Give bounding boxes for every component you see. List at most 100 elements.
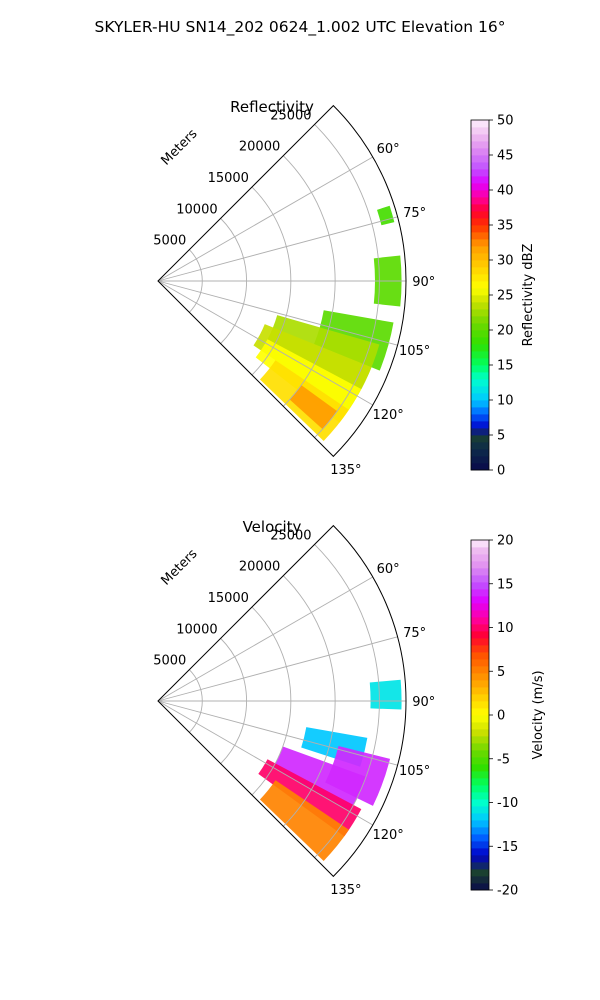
azimuth-tick-label: 120°: [372, 408, 403, 423]
colorbar-segment: [471, 309, 489, 317]
velocity-colorbar: -20 -15 -10 -5 0 5 10 15 20: [470, 534, 518, 899]
colorbar-segment: [471, 841, 489, 849]
colorbar-segment: [471, 456, 489, 464]
colorbar-segment: [471, 148, 489, 156]
sector-outline: [157, 104, 407, 458]
range-tick-label: 10000: [176, 622, 217, 637]
colorbar-segment: [471, 750, 489, 758]
azimuth-tick-label: 75°: [403, 206, 426, 221]
colorbar-segment: [471, 687, 489, 695]
colorbar-tick-label: 0: [497, 464, 505, 479]
azimuth-spoke: [157, 280, 373, 406]
colorbar-segment: [471, 792, 489, 800]
colorbar-segment: [471, 680, 489, 688]
colorbar-segment: [471, 379, 489, 387]
colorbar-segment: [471, 323, 489, 331]
colorbar-segment: [471, 827, 489, 835]
colorbar-segment: [471, 246, 489, 254]
colorbar-segment: [471, 771, 489, 779]
echo-region: [259, 780, 349, 861]
colorbar-segment: [471, 400, 489, 408]
colorbar-tick-label: -10: [497, 796, 518, 811]
echo-region: [258, 759, 362, 837]
colorbar-segment: [471, 155, 489, 163]
azimuth-tick-label: 105°: [399, 344, 430, 359]
colorbar-segment: [471, 120, 489, 128]
colorbar-tick-label: 10: [497, 621, 514, 636]
colorbar-segment: [471, 631, 489, 639]
colorbar-segment: [471, 183, 489, 191]
colorbar-segment: [471, 673, 489, 681]
colorbar-segment: [471, 442, 489, 450]
colorbar-segment: [471, 316, 489, 324]
colorbar-segment: [471, 351, 489, 359]
azimuth-tick-label: 105°: [399, 764, 430, 779]
colorbar-segment: [471, 540, 489, 548]
reflectivity-range-label: Meters: [159, 126, 201, 168]
colorbar-segment: [471, 365, 489, 373]
colorbar-tick-label: 15: [497, 359, 514, 374]
colorbar-tick-label: 15: [497, 577, 514, 592]
velocity-echoes: [258, 679, 402, 861]
azimuth-tick-label: 135°: [330, 883, 361, 898]
range-tick-label: 25000: [270, 528, 311, 543]
colorbar-segment: [471, 596, 489, 604]
colorbar-segment: [471, 407, 489, 415]
figure-title: SKYLER-HU SN14_202 0624_1.002 UTC Elevat…: [95, 18, 506, 37]
colorbar-segment: [471, 239, 489, 247]
azimuth-spoke: [157, 216, 398, 282]
colorbar-segment: [471, 554, 489, 562]
velocity-title: Velocity: [243, 518, 302, 536]
colorbar-tick-label: -15: [497, 840, 518, 855]
azimuth-tick-label: 135°: [330, 463, 361, 478]
reflectivity-azimuth-ticks: 60° 75° 90° 105° 120° 135°: [330, 142, 435, 478]
colorbar-segment: [471, 274, 489, 282]
colorbar-segment: [471, 638, 489, 646]
colorbar-segment: [471, 267, 489, 275]
colorbar-segment: [471, 694, 489, 702]
colorbar-segment: [471, 883, 489, 891]
colorbar-tick-label: 5: [497, 429, 505, 444]
colorbar-segment: [471, 855, 489, 863]
colorbar-segment: [471, 141, 489, 149]
velocity-azimuth-ticks: 60° 75° 90° 105° 120° 135°: [330, 562, 435, 898]
range-tick-label: 20000: [239, 560, 280, 575]
colorbar-segment: [471, 190, 489, 198]
colorbar-segment: [471, 386, 489, 394]
colorbar-segment: [471, 757, 489, 765]
colorbar-segment: [471, 659, 489, 667]
range-tick-label: 15000: [208, 171, 249, 186]
colorbar-segment: [471, 568, 489, 576]
colorbar-segment: [471, 869, 489, 877]
range-tick-label: 10000: [176, 202, 217, 217]
range-tick-label: 5000: [153, 654, 186, 669]
range-tick-label: 5000: [153, 234, 186, 249]
colorbar-segment: [471, 547, 489, 555]
colorbar-segment: [471, 785, 489, 793]
colorbar-segment: [471, 449, 489, 457]
colorbar-segment: [471, 624, 489, 632]
colorbar-tick-label: 10: [497, 394, 514, 409]
colorbar-tick-label: 35: [497, 219, 514, 234]
colorbar-tick-label: 50: [497, 114, 514, 129]
colorbar-tick-label: -5: [497, 752, 510, 767]
azimuth-tick-label: 90°: [412, 695, 435, 710]
colorbar-segment: [471, 617, 489, 625]
colorbar-segment: [471, 204, 489, 212]
colorbar-segment: [471, 610, 489, 618]
velocity-range-label: Meters: [159, 546, 201, 588]
colorbar-segment: [471, 358, 489, 366]
reflectivity-panel: Reflectivity Meters 5000 10000 15000 20000 2…: [153, 98, 536, 479]
colorbar-segment: [471, 414, 489, 422]
colorbar-segment: [471, 197, 489, 205]
colorbar-segment: [471, 302, 489, 310]
colorbar-segment: [471, 176, 489, 184]
colorbar-segment: [471, 736, 489, 744]
azimuth-tick-label: 75°: [403, 626, 426, 641]
colorbar-tick-label: 40: [497, 184, 514, 199]
colorbar-segment: [471, 337, 489, 345]
colorbar-segment: [471, 722, 489, 730]
echo-region: [369, 679, 402, 710]
colorbar-tick-label: 45: [497, 149, 514, 164]
